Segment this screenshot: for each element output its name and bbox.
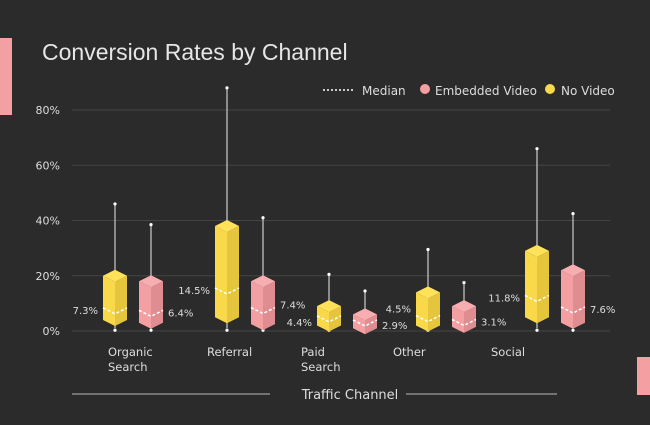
median-label: 7.3%: [73, 306, 98, 317]
median-label: 4.4%: [287, 318, 312, 329]
box-left-face: [103, 275, 115, 326]
xtick-label: Paid: [301, 345, 325, 359]
box-right-face: [263, 281, 275, 331]
whisker-max-cap: [225, 86, 229, 90]
whisker-max-cap: [363, 289, 367, 293]
legend-embedded-label: Embedded Video: [435, 84, 537, 98]
box-no-video: 11.8%: [488, 147, 550, 332]
box-left-face: [416, 292, 428, 332]
whisker-max-cap: [535, 147, 539, 151]
box-top-face: [139, 275, 163, 288]
median-line: [138, 309, 164, 318]
box-top-face: [251, 275, 275, 288]
box-right-face: [537, 250, 549, 324]
legend: Median Embedded Video No Video: [323, 84, 615, 98]
box-right-face: [573, 270, 585, 329]
box-embedded-video: 3.1%: [451, 281, 506, 333]
box-left-face: [251, 281, 263, 331]
box-embedded-video: 7.4%: [250, 216, 305, 332]
box-right-face: [428, 292, 440, 332]
median-label: 14.5%: [178, 286, 210, 297]
median-line: [102, 307, 128, 315]
box-top-face: [353, 308, 377, 321]
legend-median-label: Median: [362, 84, 406, 98]
box-left-face: [215, 226, 227, 324]
median-line: [560, 306, 586, 314]
median-label: 11.8%: [488, 293, 520, 304]
box-top-face: [103, 269, 127, 282]
box-left-face: [353, 314, 365, 335]
box-no-video: 4.4%: [287, 272, 342, 332]
box-left-face: [452, 306, 464, 333]
median-line: [352, 319, 378, 327]
box-embedded-video: 6.4%: [138, 223, 193, 332]
box-left-face: [525, 250, 537, 324]
whisker-max-cap: [462, 281, 466, 285]
box-no-video: 7.3%: [73, 202, 128, 332]
box-top-face: [416, 286, 440, 299]
whisker-max-cap: [113, 202, 117, 206]
xtick-label: Other: [393, 345, 426, 359]
box-top-face: [215, 220, 239, 233]
box-no-video: 4.5%: [386, 247, 441, 332]
box-top-face: [452, 300, 476, 313]
median-line: [316, 315, 342, 323]
box-top-face: [525, 244, 549, 257]
box-right-face: [227, 226, 239, 324]
median-line: [214, 287, 240, 295]
box-left-face: [561, 270, 573, 329]
median-line: [451, 318, 477, 327]
xtick-label: Referral: [207, 345, 252, 359]
ytick-label: 60%: [36, 159, 60, 172]
median-label: 7.6%: [590, 305, 615, 316]
median-label: 4.5%: [386, 305, 411, 316]
left-accent-bar: [0, 38, 12, 115]
box-right-face: [365, 314, 377, 335]
whisker-max-cap: [149, 223, 153, 227]
xtick-label: Search: [301, 360, 341, 374]
whisker-max-cap: [261, 216, 265, 220]
legend-embedded-swatch: [420, 84, 430, 94]
box-right-face: [151, 281, 163, 329]
median-line: [415, 314, 441, 323]
box-top-face: [561, 264, 585, 277]
chart-title: Conversion Rates by Channel: [42, 39, 348, 65]
xtick-label: Organic: [108, 345, 153, 359]
whisker-max-cap: [426, 247, 430, 252]
ytick-label: 80%: [36, 104, 60, 117]
ytick-label: 20%: [36, 270, 60, 283]
box-embedded-video: 7.6%: [560, 211, 615, 332]
xtick-label: Search: [108, 360, 148, 374]
median-label: 3.1%: [481, 317, 506, 328]
box-embedded-video: 2.9%: [352, 289, 407, 335]
median-label: 7.4%: [280, 301, 305, 312]
whisker-max-cap: [327, 272, 331, 276]
box-left-face: [139, 281, 151, 329]
box-no-video: 14.5%: [178, 86, 240, 332]
legend-novideo-swatch: [545, 84, 555, 94]
legend-novideo-label: No Video: [561, 84, 615, 98]
xaxis-title: Traffic Channel: [301, 388, 399, 403]
xtick-label: Social: [491, 345, 525, 359]
ytick-label: 0%: [43, 325, 60, 338]
whisker-min-cap: [225, 328, 229, 332]
box-right-face: [115, 275, 127, 326]
median-line: [250, 306, 276, 315]
box-top-face: [317, 300, 341, 313]
whisker-min-cap: [149, 328, 153, 332]
whisker-min-cap: [535, 328, 539, 332]
ytick-label: 40%: [36, 215, 60, 228]
median-label: 2.9%: [382, 321, 407, 332]
whisker-min-cap: [571, 328, 575, 332]
median-line: [524, 294, 550, 303]
whisker-min-cap: [113, 328, 117, 332]
box-right-face: [464, 306, 476, 333]
median-label: 6.4%: [168, 308, 193, 319]
right-accent-bar: [637, 357, 650, 395]
whisker-max-cap: [571, 211, 575, 216]
